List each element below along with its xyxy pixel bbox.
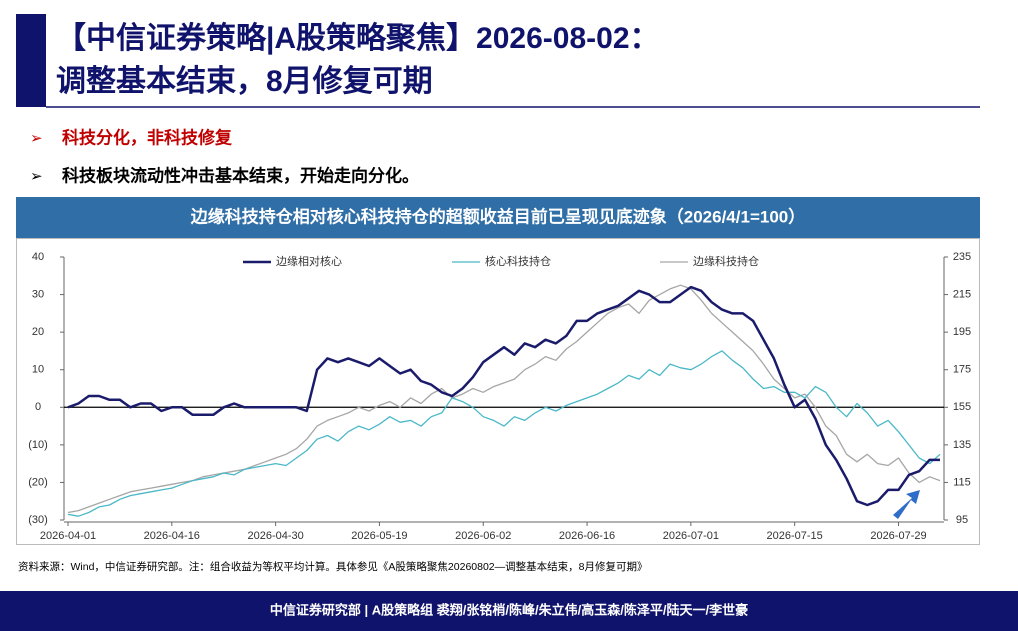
x-tick-label: 2026-06-16 [559,530,615,542]
chart-title: 边缘科技持仓相对核心科技持仓的超额收益目前已呈现见底迹象（2026/4/1=10… [190,206,805,226]
y2-tick-label: 95 [956,514,968,526]
y-tick-label: 10 [32,364,44,376]
y-tick-label: 0 [35,401,41,413]
y2-tick-label: 235 [953,251,971,263]
plot: 40 30 20 10 0 (10) (20) (30) 235 215 195 175 155 135 1… [28,251,971,542]
title-accent [16,14,46,107]
y2-tick-label: 155 [953,401,971,413]
x-tick-label: 2026-06-02 [455,530,511,542]
slide-title: 调整基本结束，8月修复可期 [56,65,433,98]
x-tick-label: 2026-04-16 [144,530,200,542]
y-tick-label: 20 [32,326,44,338]
chart-frame [16,238,980,545]
y2-tick-label: 115 [953,476,971,488]
y-tick-label: (20) [28,476,48,488]
chart-header [16,197,980,238]
y-tick-label: 30 [32,288,44,300]
slide-title: 【中信证券策略|A股策略聚焦】2026-08-02： [56,21,660,55]
x-tick-label: 2026-04-01 [40,530,96,542]
bullet-marker: ➢ [30,168,43,185]
series-line [67,284,941,514]
x-tick-label: 2026-07-15 [767,530,823,542]
x-tick-label: 2026-04-30 [247,530,303,542]
y2-tick-label: 195 [953,326,971,338]
x-tick-label: 2026-05-19 [351,530,407,542]
series-line [67,350,941,517]
legend-label: 核心科技持仓 [485,254,551,268]
source-note: 资料来源：Wind，中信证券研究部。注：组合收益为等权平均计算。具体参见《A股策… [18,560,647,573]
footer-band [0,591,1018,631]
x-tick-label: 2026-07-29 [870,530,926,542]
legend-label: 边缘科技持仓 [693,254,759,268]
series-line [67,285,940,507]
bullet-marker: ➢ [30,130,43,147]
y2-tick-label: 215 [953,288,971,300]
x-tick-label: 2026-07-01 [663,530,719,542]
y2-tick-label: 135 [953,439,971,451]
arrow-icon [893,490,920,519]
y-tick-label: (30) [28,514,48,526]
bullet: 科技板块流动性冲击基本结束，开始走向分化。 [62,165,419,185]
legend-label: 边缘相对核心 [276,254,342,268]
y-tick-label: 40 [32,251,44,263]
y2-tick-label: 175 [953,364,971,376]
y-tick-label: (10) [28,439,48,451]
footer: 中信证券研究部 | A股策略组 裘翔/张铭梢/陈峰/朱立伟/高玉森/陈泽平/陆天… [270,602,748,617]
bullet: 科技分化，非科技修复 [62,127,233,147]
